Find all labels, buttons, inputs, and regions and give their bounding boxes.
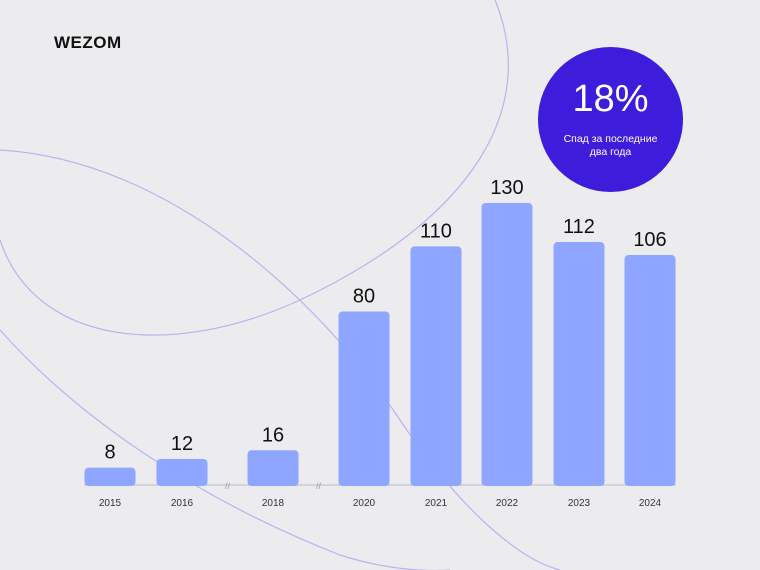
- x-tick-label-2020: 2020: [353, 498, 376, 509]
- x-tick-label-2018: 2018: [262, 498, 285, 509]
- decline-percentage: 18%: [572, 78, 649, 120]
- x-tick-label-2015: 2015: [99, 498, 122, 509]
- bar-2022: [481, 203, 533, 486]
- x-tick-label-2016: 2016: [171, 498, 194, 509]
- bar-2016: [156, 458, 208, 486]
- wezom-logo: WEZOM: [54, 33, 122, 52]
- bar-2023: [553, 242, 605, 486]
- axis-break-marker: //: [316, 481, 322, 491]
- data-label-2020: 80: [353, 285, 375, 307]
- decline-badge: 18% Спад за последние два года: [538, 47, 683, 192]
- x-tick-label-2021: 2021: [425, 498, 448, 509]
- x-tick-label-2024: 2024: [639, 498, 662, 509]
- decline-caption: Спад за последние два года: [563, 133, 658, 158]
- data-label-2015: 8: [104, 442, 115, 464]
- bar-2020: [338, 311, 390, 486]
- x-tick-label-2022: 2022: [496, 498, 519, 509]
- bar-2015: [84, 467, 136, 486]
- data-label-2022: 130: [490, 177, 523, 199]
- data-label-2021: 110: [420, 220, 452, 242]
- data-label-2023: 112: [563, 216, 595, 238]
- x-tick-label-2023: 2023: [568, 498, 591, 509]
- bar-2018: [247, 450, 299, 486]
- decor-curve-lower: [0, 329, 450, 570]
- bar-2021: [410, 246, 462, 486]
- bar-2024: [624, 255, 676, 486]
- axis-break-marker: //: [225, 481, 231, 491]
- data-label-2018: 16: [262, 424, 284, 446]
- data-label-2016: 12: [171, 433, 193, 455]
- data-label-2024: 106: [633, 229, 666, 251]
- bar-chart: // // 8 2015 12 2016 16 2018 80 2020 110 2021 130 202…: [84, 177, 676, 509]
